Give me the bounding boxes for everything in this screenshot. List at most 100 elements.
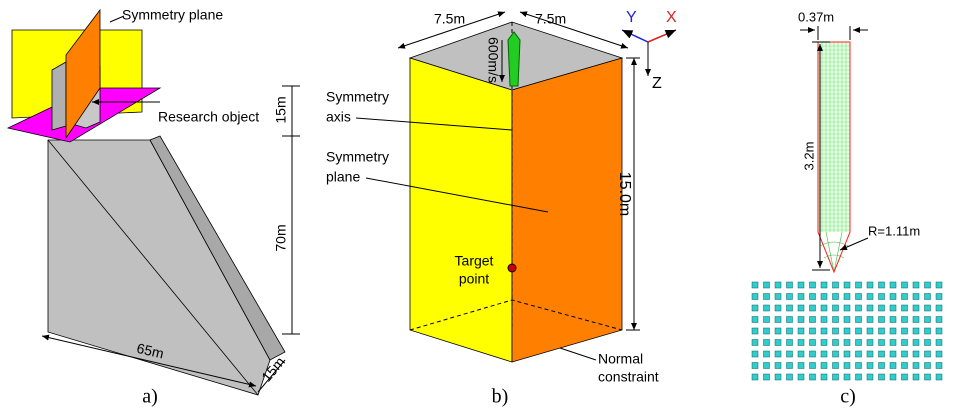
target-cell — [913, 363, 919, 369]
target-cell — [856, 340, 862, 346]
target-cell — [844, 351, 850, 357]
target-cell — [821, 317, 827, 323]
target-cell — [844, 363, 850, 369]
label: point — [459, 271, 489, 287]
target-cell — [810, 374, 816, 380]
target-cell — [787, 317, 793, 323]
target-cell — [913, 282, 919, 288]
dim-label: 0.37m — [798, 9, 834, 24]
panel-b: 7.5m 7.5m 600m/s Y X Z Symmetry axis Sym… — [326, 9, 677, 407]
caption: c) — [840, 386, 856, 408]
target-cell — [867, 317, 873, 323]
target-cell — [844, 294, 850, 300]
target-cell — [798, 351, 804, 357]
target-cell — [902, 282, 908, 288]
target-cell — [925, 328, 931, 334]
target-cell — [925, 294, 931, 300]
target-cell — [752, 294, 758, 300]
target-cell — [833, 305, 839, 311]
target-cell — [902, 328, 908, 334]
target-cell — [752, 340, 758, 346]
target-cell — [764, 374, 770, 380]
label: Symmetry — [326, 89, 389, 105]
target-cell — [890, 317, 896, 323]
label: plane — [326, 169, 360, 185]
axis-label: X — [666, 9, 677, 26]
target-cell — [764, 340, 770, 346]
target-cell — [821, 328, 827, 334]
target-cell — [936, 282, 942, 288]
target-cell — [936, 340, 942, 346]
target-cell — [844, 340, 850, 346]
target-cell — [833, 374, 839, 380]
side-face — [512, 58, 622, 362]
target-cell — [752, 328, 758, 334]
dim-label: 7.5m — [535, 11, 566, 27]
dim-label: R=1.11m — [868, 223, 920, 238]
target-cell — [879, 363, 885, 369]
label: Symmetry plane — [122, 7, 223, 23]
target-cell — [902, 294, 908, 300]
target-cell — [913, 374, 919, 380]
target-cell — [913, 340, 919, 346]
target-cell — [764, 294, 770, 300]
target-cell — [764, 282, 770, 288]
target-cell — [867, 305, 873, 311]
target-cell — [890, 363, 896, 369]
figure: Symmetry plane Research object 15m 70m 6… — [0, 0, 954, 411]
target-cell — [821, 351, 827, 357]
target-cell — [821, 305, 827, 311]
target-cell — [913, 328, 919, 334]
target-cell — [936, 305, 942, 311]
target-cell — [936, 351, 942, 357]
target-cell — [902, 317, 908, 323]
caption: a) — [142, 386, 158, 408]
label: constraint — [598, 369, 659, 385]
axis-y — [622, 30, 648, 42]
target-cell — [856, 328, 862, 334]
target-cell — [925, 351, 931, 357]
target-cell — [810, 328, 816, 334]
target-cell — [936, 294, 942, 300]
target-cell — [890, 305, 896, 311]
target-cell — [890, 282, 896, 288]
target-cell — [764, 305, 770, 311]
target-cell — [890, 340, 896, 346]
target-cell — [867, 374, 873, 380]
object-left — [52, 62, 66, 130]
target-cell — [913, 305, 919, 311]
label: Research object — [158, 109, 259, 125]
target-cell — [833, 328, 839, 334]
target-cell — [821, 294, 827, 300]
target-cell — [867, 363, 873, 369]
target-cell — [856, 374, 862, 380]
target-cell — [798, 363, 804, 369]
target-cell — [925, 282, 931, 288]
panel-c: 0.37m 3.2m R=1.11m c) — [752, 9, 942, 407]
target-cell — [902, 340, 908, 346]
target-cell — [856, 282, 862, 288]
target-cell — [833, 317, 839, 323]
label: Symmetry — [326, 149, 389, 165]
target-cell — [787, 305, 793, 311]
target-cell — [879, 305, 885, 311]
target-cell — [764, 328, 770, 334]
velocity-label: 600m/s — [485, 37, 501, 83]
target-cell — [833, 294, 839, 300]
leader — [560, 348, 596, 360]
target-cell — [879, 374, 885, 380]
target-cell — [798, 305, 804, 311]
target-cell — [879, 340, 885, 346]
target-cell — [879, 351, 885, 357]
target-cell — [867, 351, 873, 357]
target-cell — [902, 305, 908, 311]
target-cell — [844, 282, 850, 288]
mesh-bg — [818, 42, 850, 232]
target-cell — [925, 305, 931, 311]
target-cell — [775, 282, 781, 288]
target-cell — [810, 282, 816, 288]
target-cell — [775, 363, 781, 369]
target-cell — [833, 351, 839, 357]
target-cell — [787, 363, 793, 369]
target-cell — [810, 340, 816, 346]
